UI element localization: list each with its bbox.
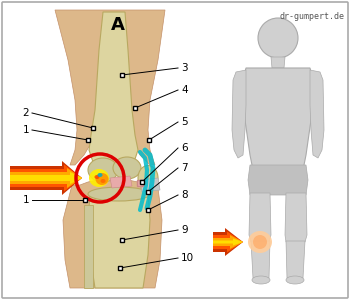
Ellipse shape xyxy=(253,235,267,249)
Text: 1: 1 xyxy=(22,195,29,205)
FancyArrow shape xyxy=(213,228,243,256)
FancyArrow shape xyxy=(213,238,243,245)
Ellipse shape xyxy=(252,276,270,284)
Ellipse shape xyxy=(286,276,304,284)
Polygon shape xyxy=(249,193,271,242)
Polygon shape xyxy=(55,10,165,165)
Polygon shape xyxy=(110,176,132,188)
Text: 3: 3 xyxy=(181,63,188,73)
Ellipse shape xyxy=(100,179,105,183)
Text: 7: 7 xyxy=(181,163,188,173)
Ellipse shape xyxy=(88,187,150,201)
Text: 5: 5 xyxy=(181,117,188,127)
FancyArrow shape xyxy=(213,232,243,253)
Text: 10: 10 xyxy=(181,253,194,263)
Text: A: A xyxy=(111,16,125,34)
Ellipse shape xyxy=(248,231,272,253)
Ellipse shape xyxy=(89,169,109,187)
FancyArrow shape xyxy=(10,161,82,195)
Circle shape xyxy=(258,18,298,58)
Polygon shape xyxy=(285,193,307,242)
Polygon shape xyxy=(248,165,308,195)
Polygon shape xyxy=(243,68,313,170)
Text: 1: 1 xyxy=(22,125,29,135)
FancyBboxPatch shape xyxy=(2,2,348,298)
Text: 9: 9 xyxy=(181,225,188,235)
Text: 2: 2 xyxy=(22,108,29,118)
Polygon shape xyxy=(271,57,285,68)
Ellipse shape xyxy=(113,157,141,179)
Ellipse shape xyxy=(138,166,158,190)
Polygon shape xyxy=(89,12,138,170)
Text: dr-gumpert.de: dr-gumpert.de xyxy=(279,12,344,21)
FancyArrow shape xyxy=(213,235,243,249)
Text: 4: 4 xyxy=(181,85,188,95)
FancyArrow shape xyxy=(10,164,82,191)
Ellipse shape xyxy=(98,173,103,177)
Ellipse shape xyxy=(88,158,118,182)
Text: 6: 6 xyxy=(181,143,188,153)
Polygon shape xyxy=(286,241,305,278)
Polygon shape xyxy=(84,205,93,288)
Polygon shape xyxy=(140,178,160,192)
Polygon shape xyxy=(88,195,150,288)
Text: 8: 8 xyxy=(181,190,188,200)
Ellipse shape xyxy=(94,175,99,179)
Ellipse shape xyxy=(96,173,108,185)
Polygon shape xyxy=(63,179,162,288)
FancyArrow shape xyxy=(10,168,82,188)
Polygon shape xyxy=(251,241,270,278)
FancyArrow shape xyxy=(10,172,82,184)
Polygon shape xyxy=(232,70,246,158)
Polygon shape xyxy=(310,70,324,158)
